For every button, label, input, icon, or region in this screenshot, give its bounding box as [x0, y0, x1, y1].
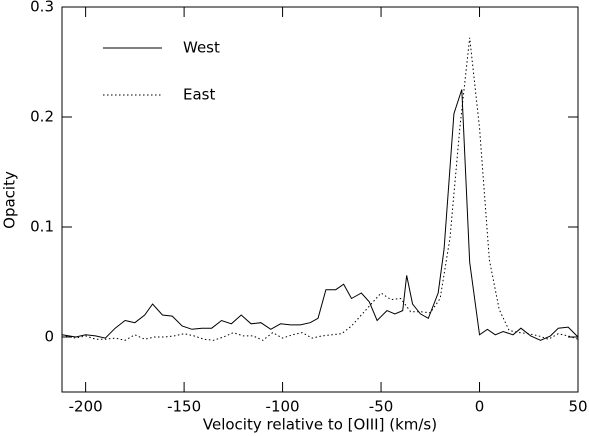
y-axis-label: Opacity [1, 171, 19, 229]
x-axis-label: Velocity relative to [OIII] (km/s) [203, 416, 437, 434]
legend-label: East [183, 86, 215, 104]
legend-label: West [183, 39, 220, 57]
plot-frame [61, 6, 579, 393]
series-line [65, 37, 579, 341]
y-tick-label: 0.1 [30, 218, 54, 236]
x-tick-label: 50 [568, 398, 587, 416]
x-tick-label: 0 [475, 398, 485, 416]
x-tick-label: -200 [69, 398, 103, 416]
y-tick-label: 0 [44, 328, 54, 346]
series-line [61, 89, 579, 341]
x-tick-label: -100 [266, 398, 300, 416]
y-tick-label: 0.3 [30, 0, 54, 16]
x-tick-label: -50 [369, 398, 394, 416]
y-tick-label: 0.2 [30, 108, 54, 126]
x-tick-label: -150 [167, 398, 201, 416]
